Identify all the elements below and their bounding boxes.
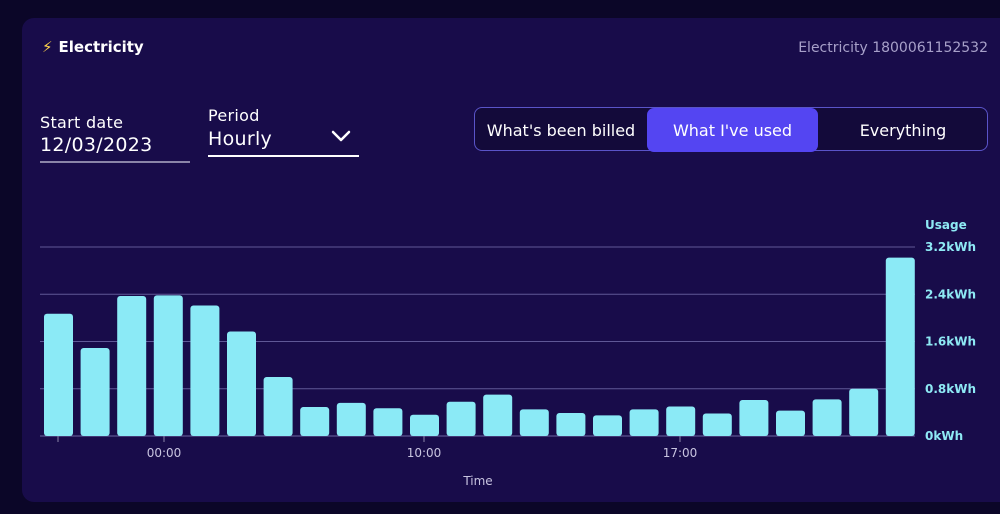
usage-bar[interactable] [410, 414, 439, 436]
usage-bar[interactable] [849, 388, 879, 436]
y-tick-label: 1.6kWh [925, 335, 976, 349]
usage-bar[interactable] [190, 305, 220, 436]
usage-bar[interactable] [227, 331, 256, 436]
chevron-down-icon[interactable] [330, 128, 352, 144]
chart-bars [44, 257, 915, 436]
x-tick-label: 10:00 [407, 446, 442, 460]
usage-bar[interactable] [593, 415, 622, 436]
account-label: Electricity 1800061152532 [798, 40, 988, 56]
usage-bar[interactable] [776, 410, 805, 436]
tab-what-ive-used[interactable]: What I've used [647, 108, 818, 152]
usage-bar[interactable] [666, 406, 696, 436]
view-toggle: What's been billed What I've used Everyt… [474, 107, 988, 152]
x-tick-label: 17:00 [663, 446, 698, 460]
y-axis-title: Usage [925, 218, 967, 232]
y-tick-label: 0.8kWh [925, 382, 976, 396]
start-date-underline [40, 161, 190, 163]
chart-y-ticks: 0kWh 0.8kWh 1.6kWh 2.4kWh 3.2kWh [925, 240, 976, 443]
card-title-text: Electricity [58, 38, 144, 56]
chart-grid [40, 246, 915, 437]
usage-bar[interactable] [519, 409, 549, 436]
start-date-input[interactable]: 12/03/2023 [40, 134, 153, 156]
card-title: ⚡ Electricity [42, 38, 144, 56]
usage-bar[interactable] [300, 407, 330, 436]
usage-bar[interactable] [336, 402, 366, 436]
chart-x-ticks: 00:00 10:00 17:00 [57, 436, 698, 460]
usage-bar[interactable] [373, 408, 403, 436]
usage-bar[interactable] [556, 412, 586, 436]
usage-bar[interactable] [117, 296, 147, 436]
period-underline [208, 155, 359, 157]
usage-bar[interactable] [739, 399, 769, 436]
usage-bar[interactable] [629, 409, 659, 436]
usage-bar[interactable] [885, 257, 915, 436]
usage-bar[interactable] [702, 413, 732, 436]
tab-whats-been-billed[interactable]: What's been billed [486, 120, 636, 140]
usage-bar[interactable] [44, 313, 73, 436]
y-tick-label: 3.2kWh [925, 240, 976, 254]
tab-everything[interactable]: Everything [859, 120, 947, 140]
period-label: Period [208, 106, 260, 125]
start-date-label: Start date [40, 113, 124, 132]
usage-bar[interactable] [80, 347, 110, 436]
y-tick-label: 0kWh [925, 429, 963, 443]
usage-bar[interactable] [812, 399, 842, 436]
usage-bar[interactable] [153, 295, 183, 436]
period-select[interactable]: Hourly [208, 128, 273, 150]
x-axis-title: Time [462, 474, 492, 488]
usage-bar[interactable] [446, 401, 476, 436]
x-tick-label: 00:00 [147, 446, 182, 460]
y-tick-label: 2.4kWh [925, 287, 976, 301]
usage-bar[interactable] [483, 394, 513, 436]
usage-bar[interactable] [263, 376, 293, 436]
lightning-bolt-icon: ⚡ [42, 38, 53, 56]
